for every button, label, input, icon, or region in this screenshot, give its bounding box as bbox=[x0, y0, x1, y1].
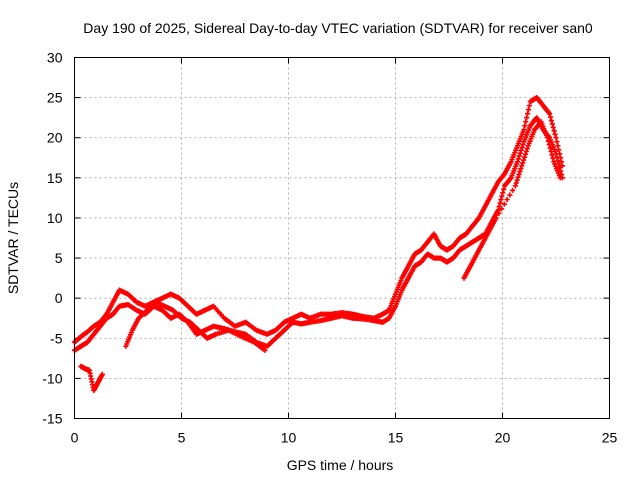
data-point bbox=[522, 123, 528, 129]
data-point bbox=[555, 158, 561, 164]
x-tick-label: 0 bbox=[71, 430, 79, 446]
data-point bbox=[522, 151, 529, 157]
data-point bbox=[499, 193, 505, 199]
data-point bbox=[497, 200, 503, 206]
y-tick-label: 0 bbox=[55, 290, 63, 306]
data-point bbox=[517, 150, 523, 156]
data-point bbox=[553, 151, 559, 157]
data-point bbox=[513, 180, 519, 186]
data-point bbox=[501, 201, 507, 207]
data-points bbox=[71, 95, 566, 394]
x-tick-label: 5 bbox=[178, 430, 186, 446]
data-point bbox=[554, 139, 560, 145]
y-tick-label: 10 bbox=[47, 210, 63, 226]
data-point bbox=[553, 135, 559, 141]
data-point bbox=[548, 148, 554, 155]
data-point bbox=[546, 111, 553, 117]
data-point bbox=[550, 124, 556, 131]
data-point bbox=[555, 143, 561, 149]
y-tick-label: -10 bbox=[42, 370, 62, 386]
data-point bbox=[518, 147, 524, 153]
y-tick-label: 15 bbox=[47, 170, 63, 186]
data-point bbox=[515, 174, 521, 180]
data-point bbox=[549, 152, 555, 158]
data-point bbox=[545, 138, 551, 144]
chart-title: Day 190 of 2025, Sidereal Day-to-day VTE… bbox=[83, 20, 593, 36]
data-point bbox=[547, 145, 553, 151]
data-point bbox=[501, 186, 507, 192]
data-point bbox=[493, 215, 499, 221]
x-axis-label: GPS time / hours bbox=[287, 457, 394, 473]
data-point bbox=[509, 187, 516, 194]
data-point bbox=[525, 107, 532, 113]
data-point bbox=[514, 159, 521, 165]
x-tick-label: 25 bbox=[602, 430, 618, 446]
data-point bbox=[519, 163, 525, 169]
data-point bbox=[559, 163, 566, 169]
x-tick-label: 20 bbox=[495, 430, 511, 446]
x-tick-label: 10 bbox=[281, 430, 297, 446]
y-tick-label: 20 bbox=[47, 130, 63, 146]
data-point bbox=[550, 155, 556, 161]
data-point bbox=[524, 115, 530, 121]
data-point bbox=[517, 168, 523, 175]
data-point bbox=[557, 164, 563, 171]
data-point bbox=[500, 190, 506, 196]
data-point bbox=[523, 119, 529, 125]
data-point bbox=[516, 171, 522, 177]
data-point bbox=[554, 154, 560, 160]
y-tick-label: -15 bbox=[42, 411, 62, 427]
series-3 bbox=[78, 119, 563, 394]
data-point bbox=[521, 127, 527, 133]
data-point bbox=[498, 206, 505, 212]
data-point bbox=[515, 156, 521, 162]
axis-ticks: 0 5 10 15 20 25 -15 -10 -5 0 5 10 15 20 25 30 bbox=[42, 50, 617, 446]
plot-frame bbox=[74, 57, 610, 419]
data-point bbox=[544, 135, 551, 141]
series-1 bbox=[71, 95, 566, 345]
data-point bbox=[518, 166, 524, 172]
data-point bbox=[512, 183, 518, 189]
data-point bbox=[519, 144, 525, 151]
data-point bbox=[523, 148, 529, 155]
y-tick-label: 30 bbox=[47, 50, 63, 66]
data-point bbox=[521, 154, 528, 160]
data-point bbox=[496, 210, 502, 216]
data-point bbox=[498, 197, 504, 203]
data-point bbox=[516, 153, 522, 159]
data-point bbox=[520, 160, 526, 166]
data-point bbox=[514, 177, 520, 183]
data-point bbox=[524, 146, 530, 152]
data-point bbox=[99, 371, 105, 377]
data-point bbox=[557, 175, 563, 181]
data-point bbox=[547, 114, 554, 120]
data-point bbox=[520, 157, 527, 163]
data-point bbox=[524, 111, 531, 117]
data-point bbox=[504, 197, 510, 203]
data-point bbox=[549, 121, 555, 127]
y-tick-label: 25 bbox=[47, 90, 63, 106]
data-point bbox=[558, 159, 565, 165]
data-point bbox=[556, 147, 562, 153]
y-tick-label: 5 bbox=[55, 250, 63, 266]
x-tick-label: 15 bbox=[388, 430, 404, 446]
data-point bbox=[548, 117, 555, 124]
y-tick-label: -5 bbox=[50, 330, 63, 346]
data-point bbox=[526, 103, 533, 109]
data-point bbox=[551, 128, 557, 134]
data-point bbox=[552, 131, 558, 137]
data-point bbox=[262, 347, 268, 353]
data-point bbox=[507, 192, 513, 198]
y-axis-label: SDTVAR / TECUs bbox=[5, 182, 21, 294]
data-point bbox=[546, 141, 552, 148]
data-point bbox=[520, 141, 526, 148]
